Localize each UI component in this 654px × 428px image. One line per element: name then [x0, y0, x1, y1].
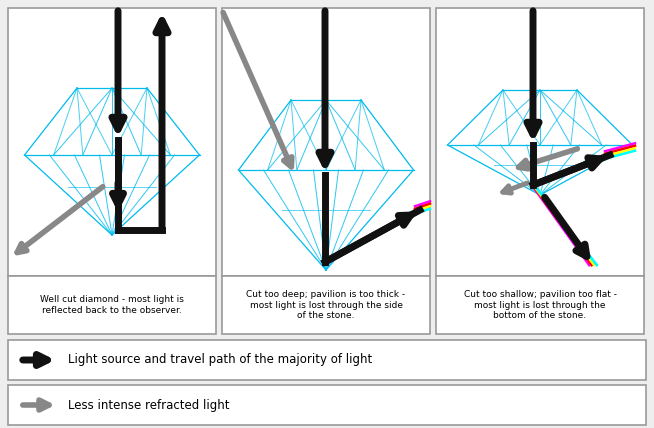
Text: Less intense refracted light: Less intense refracted light: [68, 398, 230, 411]
Bar: [8, 340, 646, 380]
Bar: [8, 276, 216, 334]
Bar: [8, 8, 216, 276]
Bar: [222, 276, 430, 334]
Bar: [436, 276, 644, 334]
Text: Cut too shallow; pavilion too flat -
most light is lost through the
bottom of th: Cut too shallow; pavilion too flat - mos…: [464, 290, 617, 320]
Bar: [222, 8, 430, 276]
Text: Well cut diamond - most light is
reflected back to the observer.: Well cut diamond - most light is reflect…: [40, 295, 184, 315]
Bar: [436, 8, 644, 276]
Text: Cut too deep; pavilion is too thick -
most light is lost through the side
of the: Cut too deep; pavilion is too thick - mo…: [247, 290, 405, 320]
Text: Light source and travel path of the majority of light: Light source and travel path of the majo…: [68, 354, 372, 366]
Bar: [8, 385, 646, 425]
